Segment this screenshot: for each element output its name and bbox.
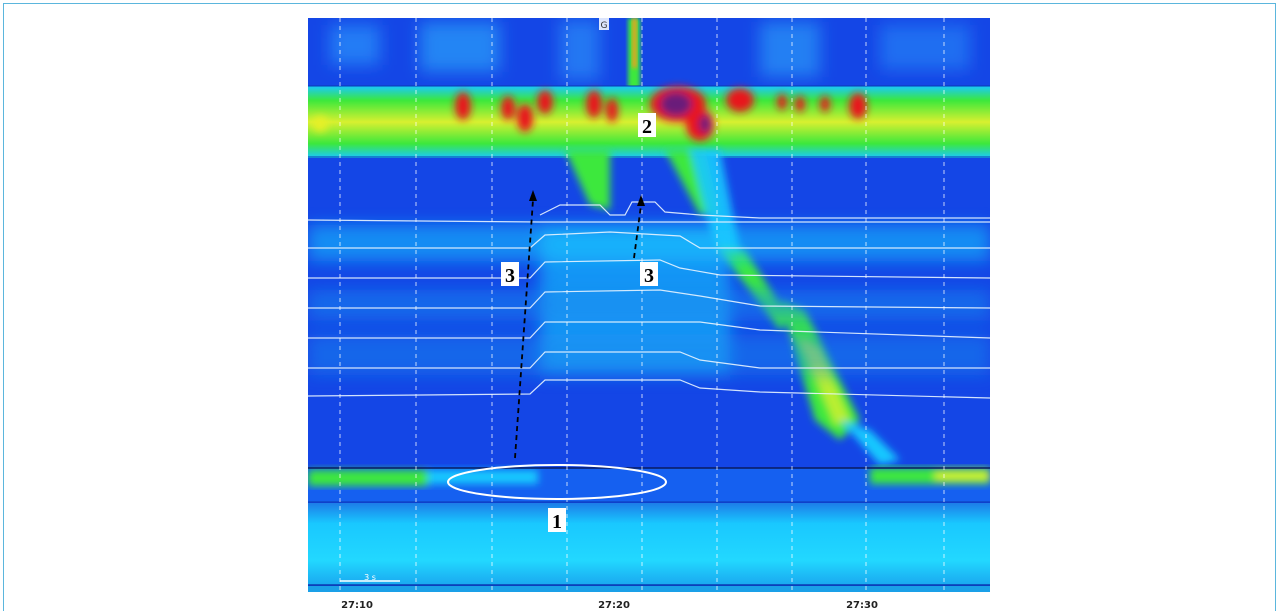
label-box-3a — [501, 262, 519, 286]
x-tick-label: 27:10 — [341, 600, 373, 611]
annotation-label-2: 2 — [642, 116, 652, 138]
annotation-label-3a: 3 — [505, 265, 515, 287]
x-tick-label: 27:30 — [846, 600, 878, 611]
bottom-band — [308, 503, 990, 585]
overlay-traces — [308, 201, 990, 399]
arrowhead-left — [529, 190, 537, 201]
scale-bar-label: 3 s — [364, 573, 376, 582]
top-marker-label: G — [601, 21, 608, 31]
figure-frame — [3, 3, 1276, 611]
annotation-arrow-left — [514, 199, 534, 459]
arrowhead-right — [637, 195, 645, 206]
label-box-3b — [640, 262, 658, 286]
middle-cyan-region — [308, 225, 990, 375]
annotation-ellipse — [447, 464, 667, 500]
label-box-2 — [638, 113, 656, 137]
x-tick-label: 27:20 — [598, 600, 630, 611]
annotation-label-1: 1 — [552, 511, 562, 533]
annotation-label-3b: 3 — [644, 265, 654, 287]
hot-spots — [312, 86, 867, 141]
label-box-1 — [548, 508, 566, 532]
